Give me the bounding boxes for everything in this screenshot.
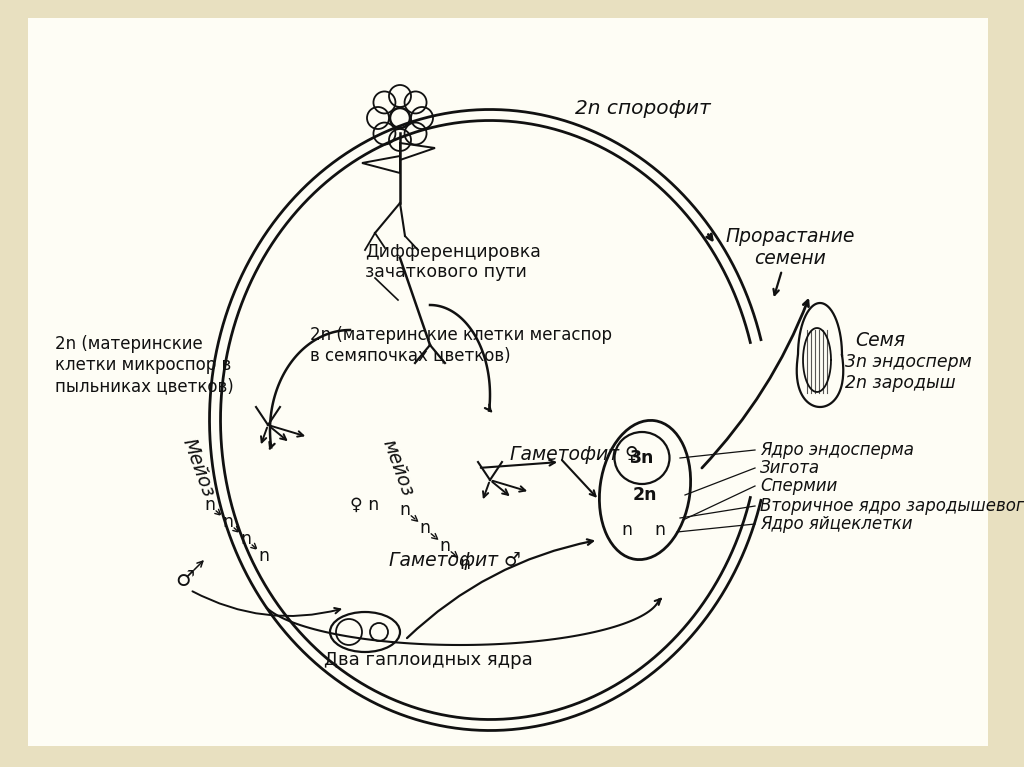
Text: 3n: 3n	[630, 449, 654, 467]
Text: Гаметофит ♂: Гаметофит ♂	[389, 551, 521, 570]
Text: 2n: 2n	[633, 486, 657, 504]
Text: n: n	[654, 521, 666, 539]
Text: Два гаплоидных ядра: Два гаплоидных ядра	[324, 651, 532, 669]
FancyBboxPatch shape	[28, 18, 988, 746]
Text: ♂: ♂	[175, 570, 195, 590]
Text: мейоз: мейоз	[379, 437, 417, 499]
Text: n: n	[258, 547, 269, 565]
Text: Ядро яйцеклетки: Ядро яйцеклетки	[760, 515, 912, 533]
Text: Дифференцировка
зачаткового пути: Дифференцировка зачаткового пути	[365, 242, 541, 281]
Text: Ядро эндосперма: Ядро эндосперма	[760, 441, 914, 459]
Text: Семя: Семя	[855, 331, 905, 350]
Text: 2n (материнские
клетки микроспор в
пыльниках цветков): 2n (материнские клетки микроспор в пыльн…	[55, 335, 233, 395]
Text: 2n спорофит: 2n спорофит	[575, 98, 711, 117]
Text: Прорастание
семени: Прорастание семени	[725, 228, 855, 268]
Text: 3n эндосперм: 3n эндосперм	[845, 353, 972, 371]
Text: Спермии: Спермии	[760, 477, 838, 495]
Text: Вторичное ядро зародышевого мешка: Вторичное ядро зародышевого мешка	[760, 497, 1024, 515]
Text: n: n	[241, 530, 252, 548]
Text: 2n зародыш: 2n зародыш	[845, 374, 955, 392]
Text: n: n	[460, 555, 470, 573]
Text: Гаметофит ♀: Гаметофит ♀	[510, 446, 639, 465]
Text: n: n	[439, 537, 451, 555]
Text: n: n	[222, 513, 233, 531]
Text: ♀ n: ♀ n	[350, 496, 380, 514]
Text: n: n	[205, 496, 215, 514]
Text: 2n (материнские клетки мегаспор
в семяпочках цветков): 2n (материнские клетки мегаспор в семяпо…	[310, 326, 612, 364]
Text: n: n	[399, 501, 411, 519]
Text: n: n	[420, 519, 430, 537]
Text: Мейоз: Мейоз	[178, 436, 217, 500]
Text: Зигота: Зигота	[760, 459, 820, 477]
Text: n: n	[622, 521, 633, 539]
